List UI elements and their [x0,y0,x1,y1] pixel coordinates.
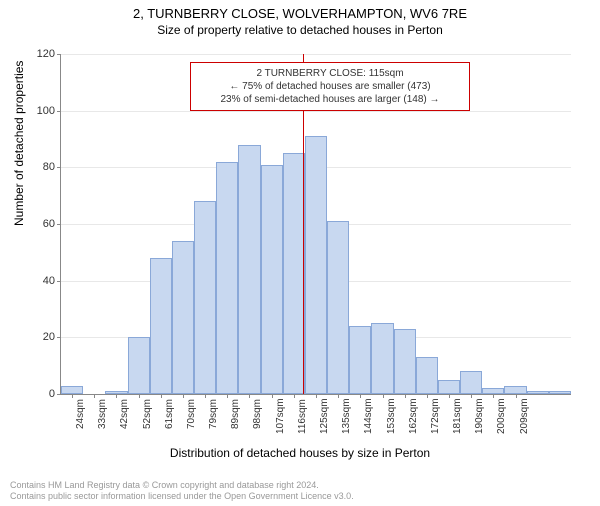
xtick-mark [72,394,73,398]
xtick-label: 181sqm [452,398,463,434]
histogram-bar [549,391,571,394]
histogram-bar [371,323,393,394]
xtick-label: 70sqm [186,398,197,428]
histogram-bar [527,391,549,394]
histogram-bar [327,221,349,394]
footer-line2: Contains public sector information licen… [10,491,354,502]
xtick-mark [405,394,406,398]
xtick-label: 135sqm [341,398,352,434]
ytick-mark [57,54,61,55]
xtick-label: 79sqm [208,398,219,428]
footer-line1: Contains HM Land Registry data © Crown c… [10,480,354,491]
ytick-label: 60 [25,218,55,230]
xtick-label: 144sqm [363,398,374,434]
xtick-mark [139,394,140,398]
histogram-bar [305,136,327,394]
ytick-label: 40 [25,275,55,287]
chart-subtitle: Size of property relative to detached ho… [0,23,600,37]
ytick-label: 100 [25,105,55,117]
ytick-label: 80 [25,161,55,173]
histogram-bar [61,386,83,395]
histogram-bar [172,241,194,394]
xtick-label: 116sqm [297,399,308,434]
ytick-mark [57,394,61,395]
ytick-label: 20 [25,331,55,343]
ytick-mark [57,224,61,225]
xtick-label: 52sqm [142,398,153,428]
histogram-bar [504,386,526,395]
histogram-bar [394,329,416,394]
xtick-label: 107sqm [275,398,286,434]
xtick-mark [338,394,339,398]
xtick-mark [227,394,228,398]
ytick-label: 120 [25,48,55,60]
histogram-bar [194,201,216,394]
footer-attribution: Contains HM Land Registry data © Crown c… [10,480,354,502]
ytick-label: 0 [25,388,55,400]
xtick-label: 89sqm [230,398,241,428]
xtick-label: 98sqm [252,398,263,428]
xtick-mark [272,394,273,398]
chart-container: 2, TURNBERRY CLOSE, WOLVERHAMPTON, WV6 7… [0,6,600,506]
histogram-bar [349,326,371,394]
annotation-line2: ← 75% of detached houses are smaller (47… [199,80,461,93]
histogram-bar [460,371,482,394]
xtick-mark [183,394,184,398]
histogram-bar [261,165,283,395]
annotation-box: 2 TURNBERRY CLOSE: 115sqm ← 75% of detac… [190,62,470,111]
gridline [61,54,571,55]
xtick-mark [360,394,361,398]
histogram-bar [438,380,460,394]
y-axis-label: Number of detached properties [12,61,26,226]
chart-title: 2, TURNBERRY CLOSE, WOLVERHAMPTON, WV6 7… [0,6,600,21]
xtick-mark [116,394,117,398]
xtick-label: 209sqm [519,398,530,434]
histogram-bar [238,145,260,394]
xtick-label: 190sqm [474,398,485,434]
x-axis-label: Distribution of detached houses by size … [0,446,600,460]
ytick-mark [57,167,61,168]
ytick-mark [57,111,61,112]
histogram-bar [150,258,172,394]
ytick-mark [57,281,61,282]
xtick-label: 153sqm [386,398,397,434]
xtick-mark [249,394,250,398]
xtick-label: 200sqm [496,398,507,434]
xtick-label: 125sqm [319,398,330,434]
histogram-bar [128,337,150,394]
xtick-mark [316,394,317,398]
xtick-label: 162sqm [408,398,419,434]
xtick-mark [449,394,450,398]
xtick-mark [493,394,494,398]
ytick-mark [57,337,61,338]
xtick-label: 172sqm [430,398,441,434]
xtick-mark [294,394,295,398]
xtick-label: 33sqm [97,398,108,428]
xtick-label: 24sqm [75,398,86,428]
histogram-bar [216,162,238,394]
xtick-mark [427,394,428,398]
xtick-label: 42sqm [119,398,130,428]
annotation-line3: 23% of semi-detached houses are larger (… [199,93,461,106]
xtick-mark [516,394,517,398]
annotation-line1: 2 TURNBERRY CLOSE: 115sqm [199,67,461,80]
xtick-label: 61sqm [164,398,175,428]
xtick-mark [383,394,384,398]
histogram-bar [416,357,438,394]
xtick-mark [471,394,472,398]
xtick-mark [205,394,206,398]
xtick-mark [94,394,95,398]
xtick-mark [161,394,162,398]
histogram-bar [283,153,305,394]
